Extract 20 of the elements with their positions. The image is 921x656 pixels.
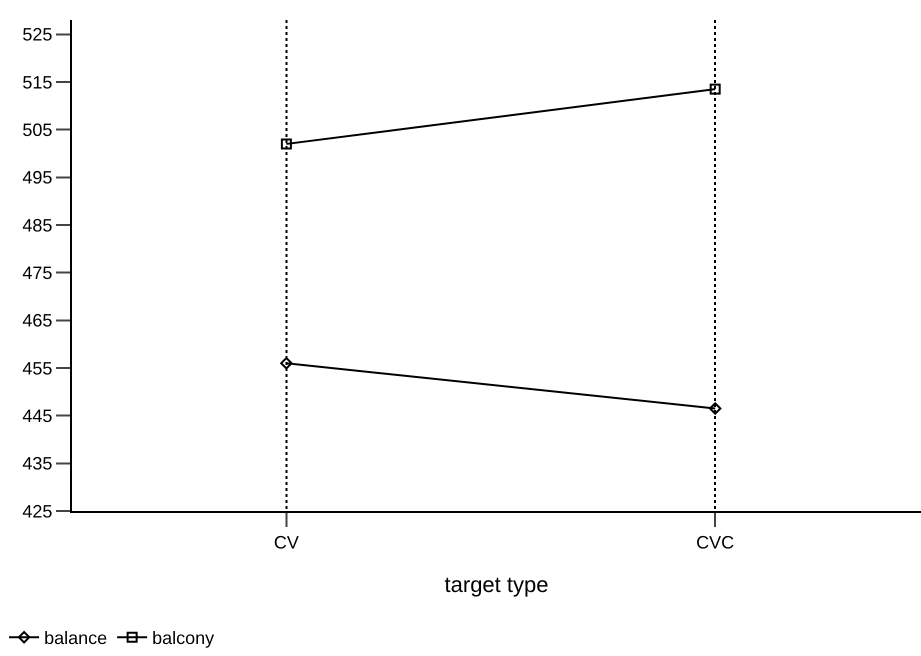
y-tick-label: 475	[22, 262, 52, 283]
point	[280, 138, 292, 150]
y-tick-label: 485	[22, 215, 52, 236]
y-tick-label: 525	[22, 24, 52, 45]
y-tick-label: 445	[22, 406, 52, 426]
y-tick-label: 465	[22, 310, 52, 331]
x-axis-title: target type	[444, 572, 548, 597]
point	[710, 84, 721, 95]
point	[708, 402, 722, 415]
legend-label: balcony	[152, 628, 214, 648]
y-tick-label: 495	[22, 168, 52, 188]
y-tick-label: 425	[22, 501, 52, 522]
legend-label: balance	[44, 628, 108, 648]
y-tick-label: 505	[22, 120, 52, 140]
x-tick-label: CV	[274, 532, 299, 553]
point	[280, 357, 293, 370]
y-tick-label: 455	[22, 358, 52, 378]
y-tick-label: 515	[22, 72, 52, 92]
y-tick-label: 435	[22, 454, 52, 474]
x-tick-label: CVC	[696, 532, 734, 553]
